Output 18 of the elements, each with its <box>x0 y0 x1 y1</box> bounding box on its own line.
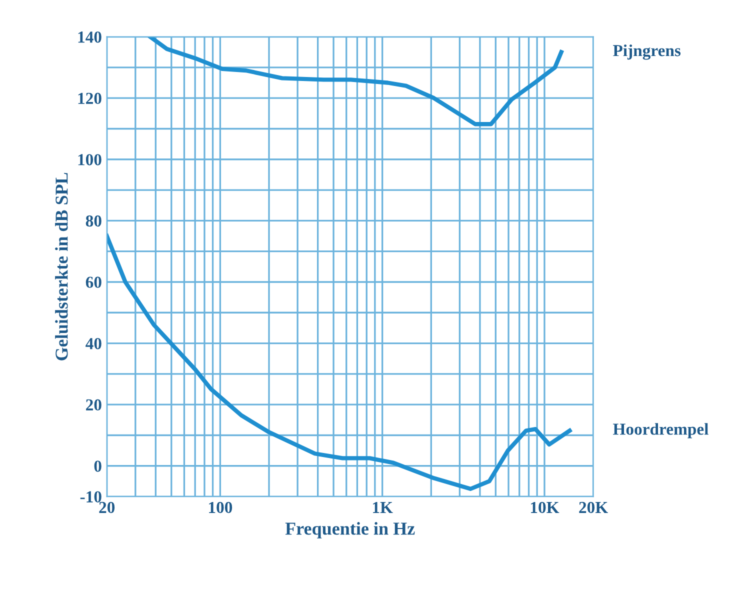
x-tick-label: 100 <box>209 502 232 514</box>
x-tick-label: 1K <box>373 502 393 513</box>
y-tick-label: 60 <box>86 276 102 288</box>
y-tick-label: 140 <box>78 31 102 43</box>
y-tick-label: 80 <box>86 215 102 227</box>
y-tick-label: 40 <box>86 338 102 350</box>
y-axis-title: Geluidsterkte in dB SPL <box>55 172 68 360</box>
y-tick-label: 0 <box>94 460 102 472</box>
text: Pijngrens <box>613 44 681 60</box>
x-tick-label: 20K <box>579 502 608 514</box>
y-tick-label: 20 <box>86 399 102 411</box>
x-tick-label: 20 <box>99 502 115 514</box>
y-tick-label: 120 <box>78 92 102 104</box>
x-tick-label: 10K <box>530 502 560 514</box>
x-axis-title: Frequentie in Hz <box>285 522 415 538</box>
y-tick-label: 100 <box>78 154 102 166</box>
y-tick-label: -10 <box>80 491 102 502</box>
text: Hoordrempel <box>613 423 708 438</box>
